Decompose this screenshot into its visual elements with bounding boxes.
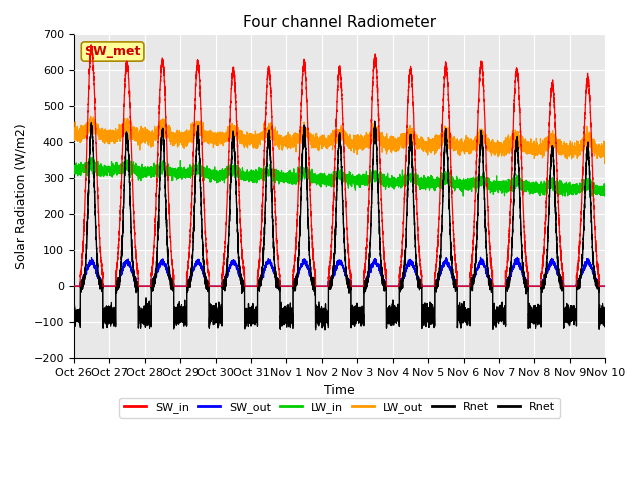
Legend: SW_in, SW_out, LW_in, LW_out, Rnet, Rnet: SW_in, SW_out, LW_in, LW_out, Rnet, Rnet [119, 398, 560, 418]
Y-axis label: Solar Radiation (W/m2): Solar Radiation (W/m2) [15, 123, 28, 269]
X-axis label: Time: Time [324, 384, 355, 396]
Text: SW_met: SW_met [84, 45, 141, 58]
Title: Four channel Radiometer: Four channel Radiometer [243, 15, 436, 30]
